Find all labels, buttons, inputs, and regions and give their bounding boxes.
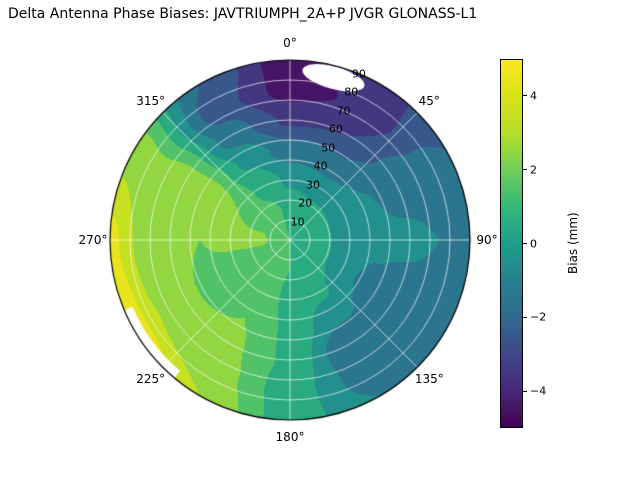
colorbar-axis-label: Bias (mm) [566,212,580,275]
colorbar-tick-mark [523,243,527,244]
azimuth-tick-label: 270° [78,233,108,247]
azimuth-tick-label: 0° [283,36,297,50]
colorbar-tick-mark [523,390,527,392]
colorbar-tick-label: 4 [530,89,537,103]
colorbar-tick-label: 2 [530,163,537,177]
colorbar-tick-label: −4 [530,384,547,398]
colorbar-tick-label: 0 [530,237,537,250]
page-title: Delta Antenna Phase Biases: JAVTRIUMPH_2… [8,6,478,22]
azimuth-tick-label: 180° [275,430,305,444]
colorbar-tick-label: −2 [530,310,547,324]
colorbar-tick-mark [523,95,527,97]
polar-contour-plot [105,55,475,425]
colorbar [500,59,523,428]
azimuth-tick-label: 90° [476,233,498,247]
colorbar-tick-mark [523,169,527,171]
colorbar-tick-mark [523,316,527,318]
